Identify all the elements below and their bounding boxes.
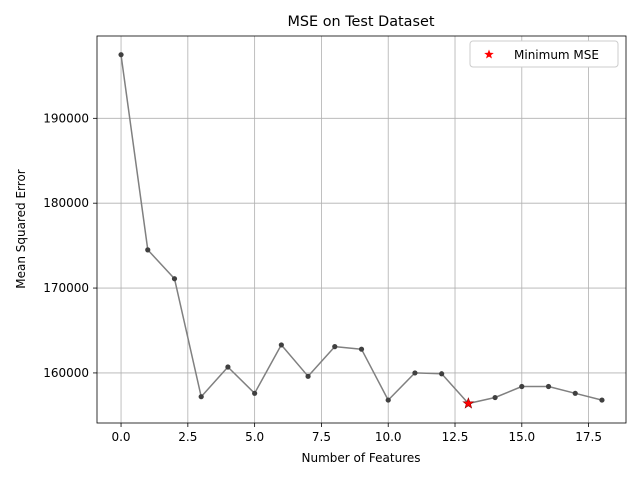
data-point [492,394,498,401]
y-tick-label: 170000 [43,281,89,295]
data-point [545,383,552,390]
x-tick-label: 0.0 [111,430,130,444]
x-tick-label: 7.5 [312,430,331,444]
x-tick-label: 12.5 [442,430,469,444]
x-axis-title: Number of Features [302,451,421,465]
data-point [198,394,204,400]
minimum-mse-marker [462,397,475,409]
data-point [118,52,124,58]
y-tick-label: 160000 [43,366,89,380]
plot-frame [96,35,627,424]
data-point [358,346,365,352]
data-point [332,344,338,350]
data-point [385,397,391,403]
data-point [572,390,578,396]
legend-label-minimum-mse: Minimum MSE [514,48,599,62]
x-tick-label: 15.0 [508,430,535,444]
data-point [305,373,311,379]
x-tick-label: 17.5 [575,430,602,444]
x-tick-label: 5.0 [245,430,264,444]
data-point [225,364,231,370]
highlight-layer [462,397,475,409]
legend: Minimum MSE [469,40,619,68]
plot-background [97,36,626,423]
data-point [145,247,151,253]
data-point [252,390,258,396]
plot-area [96,35,627,424]
data-point [599,397,605,403]
x-tick-label: 10.0 [375,430,402,444]
data-point [171,276,178,282]
legend-box [469,40,619,68]
legend-star-icon [484,49,494,59]
chart-title: MSE on Test Dataset [288,14,435,30]
data-point [412,370,418,376]
x-axis: 0.0 2.5 5.0 7.5 10.0 12.5 15.0 17.5 [111,423,602,444]
y-axis-title: Mean Squared Error [14,169,28,289]
data-point [278,342,284,348]
y-tick-label: 190000 [43,111,89,125]
x-tick-label: 2.5 [178,430,197,444]
data-point [439,371,445,377]
y-axis: 160000 170000 180000 190000 [43,111,97,380]
y-tick-label: 180000 [43,196,89,210]
grid-lines [97,36,626,423]
data-point [519,383,525,390]
